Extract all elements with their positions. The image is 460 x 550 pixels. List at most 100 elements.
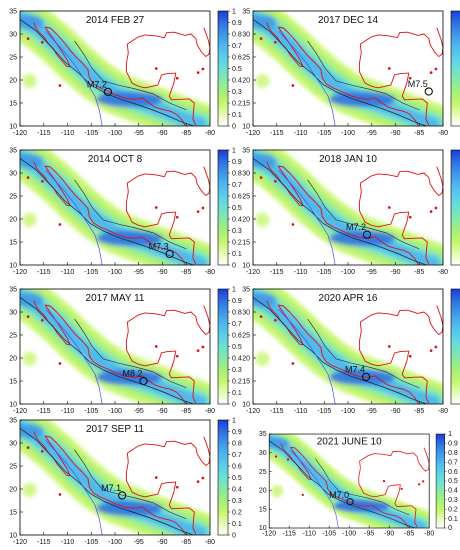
colorbar-tick-label: 0.9: [232, 298, 242, 305]
x-tick-label: -110: [294, 408, 308, 415]
probability-field: [20, 150, 210, 265]
colorbar-tick-label: 0: [232, 533, 236, 540]
probability-field: [269, 434, 430, 529]
x-tick-label: -115: [37, 539, 51, 546]
colorbar-tick-label: 0.9: [232, 20, 242, 27]
x-tick-label: -80: [438, 269, 448, 276]
map-plot: -120 -115 -110 -105 -100 -95 -90 -85 -8010152025…: [9, 148, 242, 277]
probability-field: [253, 289, 443, 404]
y-tick-label: 30: [259, 450, 267, 457]
map-panel: -120 -115 -110 -105 -100 -95 -90 -85 -80 10 15 20 25…: [0, 4, 250, 139]
magnitude-label: M7.5: [408, 79, 428, 89]
x-tick-label: -120: [246, 408, 260, 415]
colorbar-tick-label: 0.5: [232, 205, 242, 212]
colorbar-tick-label: 0.4: [232, 78, 242, 85]
x-tick-label: -100: [108, 539, 122, 546]
colorbar-tick-label: 0.7: [232, 452, 242, 459]
colorbar-tick-label: 0.7: [448, 459, 458, 466]
x-tick-label: -105: [317, 269, 331, 276]
colorbar-tick-label: 0.3: [232, 498, 242, 505]
y-tick-label: 30: [9, 171, 17, 178]
probability-field: [20, 289, 210, 404]
plate-boundary: [20, 297, 194, 404]
epicenter-marker: [103, 87, 113, 97]
x-tick-label: -105: [317, 408, 331, 415]
y-tick-label: 20: [242, 217, 250, 224]
x-tick-label: -110: [61, 130, 75, 137]
y-tick-label: 25: [242, 55, 250, 62]
x-tick-label: -120: [13, 130, 27, 137]
probability-field: [253, 11, 443, 126]
x-tick-label: -90: [157, 408, 167, 415]
y-tick-label: 15: [9, 240, 17, 247]
x-tick-label: -105: [317, 130, 331, 137]
colorbar-tick-label: 1: [232, 287, 236, 294]
y-tick-label: 10: [242, 124, 250, 131]
map-panel: -120 -115 -110 -105 -100 -95 -90 -85 -80 10 15 20 25…: [0, 143, 250, 278]
panel-title: 2021 JUNE 10: [317, 436, 382, 447]
x-tick-label: -90: [384, 531, 394, 538]
colorbar: [450, 288, 460, 405]
epicenter-marker: [346, 498, 354, 506]
y-tick-label: 35: [242, 9, 250, 16]
x-tick-label: -85: [414, 130, 424, 137]
probability-field: [20, 11, 210, 126]
colorbar: [450, 149, 460, 266]
fault-line: [74, 179, 187, 250]
map-plot: -120 -115 -110 -105 -100 -95 -90 -85 -8010152025…: [242, 287, 460, 415]
x-tick-label: -105: [84, 130, 98, 137]
x-tick-label: -90: [390, 130, 400, 137]
x-tick-label: -80: [438, 130, 448, 137]
map-plot: -120 -115 -110 -105 -100 -95 -90 -85 -8010152025…: [9, 287, 242, 416]
y-tick-label: 15: [9, 510, 17, 517]
epicenter-marker: [165, 249, 174, 259]
x-tick-label: -90: [390, 269, 400, 276]
y-tick-label: 15: [242, 240, 250, 247]
colorbar-tick-label: 0.3: [232, 228, 242, 235]
magnitude-label: M7.3: [149, 241, 169, 251]
plate-boundary: [20, 19, 194, 126]
x-tick-label: -80: [205, 269, 215, 276]
colorbar-tick-label: 0.9: [232, 159, 242, 166]
y-tick-label: 20: [259, 488, 267, 495]
x-tick-label: -95: [367, 269, 377, 276]
x-tick-label: -85: [181, 269, 191, 276]
y-tick-label: 20: [9, 78, 17, 85]
coastline: [259, 22, 443, 126]
panel-title: 2020 APR 16: [319, 293, 378, 304]
coastline: [259, 161, 443, 265]
x-tick-label: -100: [342, 531, 356, 538]
x-tick-label: -115: [270, 130, 284, 137]
ridge-line: [278, 308, 336, 404]
x-tick-label: -120: [262, 531, 276, 538]
y-tick-label: 15: [9, 379, 17, 386]
panel-title: 2014 OCT 8: [88, 154, 143, 165]
colorbar: [450, 10, 460, 127]
colorbar-tick-label: 0.1: [232, 251, 242, 258]
colorbar-tick-label: 0.1: [232, 112, 242, 119]
y-tick-label: 30: [242, 171, 250, 178]
coastline: [259, 300, 443, 404]
plate-boundary: [253, 297, 427, 404]
y-tick-label: 30: [242, 310, 250, 317]
fault-line: [307, 318, 420, 389]
epicenter-marker: [117, 491, 127, 500]
y-tick-label: 35: [9, 148, 17, 155]
coastline: [26, 431, 210, 535]
y-tick-label: 15: [9, 101, 17, 108]
y-tick-label: 10: [9, 402, 17, 409]
y-tick-label: 35: [9, 418, 17, 425]
colorbar-tick-label: 0.9: [448, 441, 458, 448]
x-tick-label: -110: [294, 130, 308, 137]
colorbar-tick-label: 0.7: [232, 321, 242, 328]
colorbar-tick-label: 0.6: [448, 469, 458, 476]
colorbar-tick-label: 0.8: [232, 32, 242, 39]
x-tick-label: -80: [438, 408, 448, 415]
y-tick-label: 20: [242, 356, 250, 363]
map-frame: [268, 433, 430, 529]
y-tick-label: 10: [9, 124, 17, 131]
magnitude-label: M7.2: [346, 222, 366, 232]
ridge-line: [45, 308, 103, 404]
y-tick-label: 10: [242, 263, 250, 270]
fault-line: [307, 179, 420, 250]
